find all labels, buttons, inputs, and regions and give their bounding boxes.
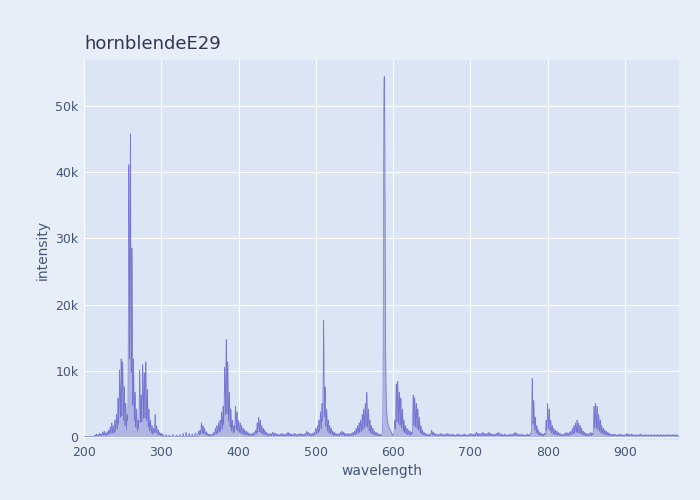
Text: hornblendeE29: hornblendeE29 — [84, 35, 220, 53]
X-axis label: wavelength: wavelength — [341, 464, 422, 478]
Y-axis label: intensity: intensity — [36, 220, 50, 280]
